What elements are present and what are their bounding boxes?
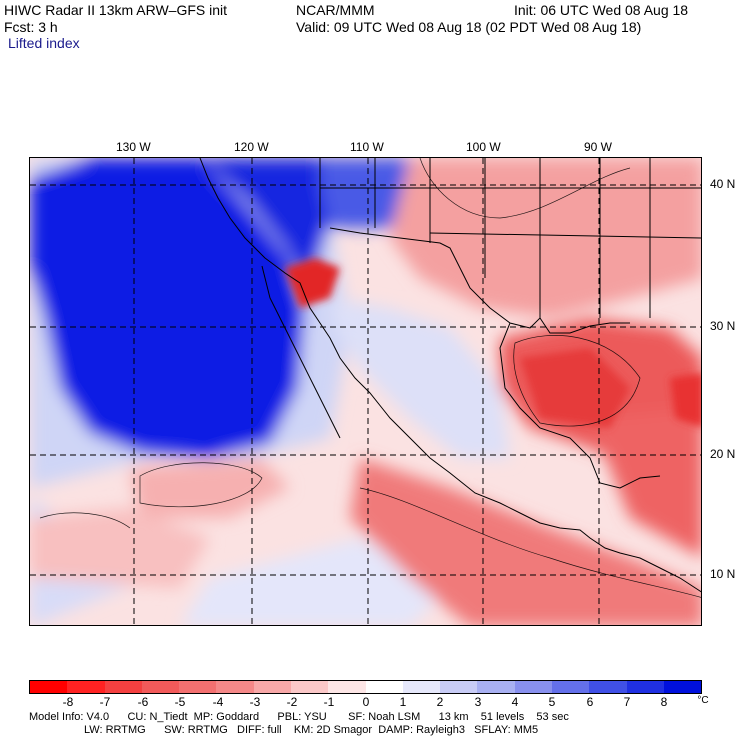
colorbar-swatch (179, 681, 217, 693)
colorbar-swatch (290, 681, 329, 693)
colorbar-swatch (67, 681, 105, 693)
colorbar-tick: 4 (511, 695, 519, 709)
lat-label-40n: 40 N (710, 177, 736, 191)
colorbar-tick: -5 (174, 695, 186, 709)
colorbar-swatch (365, 681, 403, 693)
colorbar-tick: 5 (548, 695, 556, 709)
colorbar (29, 680, 702, 694)
colorbar-swatch (402, 681, 441, 693)
colorbar-swatch (216, 681, 254, 693)
colorbar-tick: -4 (212, 695, 224, 709)
valid-time: Valid: 09 UTC Wed 08 Aug 18 (02 PDT Wed … (296, 19, 642, 35)
colorbar-tick: 2 (436, 695, 444, 709)
colorbar-unit: °C (697, 695, 709, 706)
colorbar-tick: 1 (399, 695, 407, 709)
field-name: Lifted index (8, 35, 80, 51)
colorbar-swatch (440, 681, 478, 693)
organization: NCAR/MMM (296, 2, 375, 18)
colorbar-tick: -1 (323, 695, 335, 709)
colorbar-swatch (253, 681, 291, 693)
lon-label-130w: 130 W (116, 140, 151, 154)
colorbar-tick: 7 (623, 695, 631, 709)
model-info-line1: Model Info: V4.0 CU: N_Tiedt MP: Goddard… (29, 711, 569, 723)
colorbar-swatch (141, 681, 180, 693)
model-info-line2: LW: RRTMG SW: RRTMG DIFF: full KM: 2D Sm… (29, 724, 539, 736)
model-title: HIWC Radar II 13km ARW–GFS init (4, 2, 228, 18)
colorbar-tick: 0 (362, 695, 370, 709)
lifted-index-map (29, 157, 702, 626)
lon-label-100w: 100 W (466, 140, 501, 154)
colorbar-swatch (104, 681, 142, 693)
colorbar-tick: -8 (62, 695, 74, 709)
colorbar-swatch (626, 681, 664, 693)
lat-label-30n: 30 N (710, 319, 736, 333)
colorbar-tick: 6 (586, 695, 594, 709)
lat-label-20n: 20 N (710, 447, 736, 461)
lat-label-10n: 10 N (710, 567, 736, 581)
colorbar-tick: -7 (99, 695, 111, 709)
init-time: Init: 06 UTC Wed 08 Aug 18 (514, 2, 689, 18)
colorbar-swatch (30, 681, 68, 693)
colorbar-swatch (514, 681, 552, 693)
colorbar-swatch (589, 681, 627, 693)
lon-label-120w: 120 W (234, 140, 269, 154)
colorbar-tick: -6 (137, 695, 149, 709)
lon-label-110w: 110 W (350, 140, 384, 154)
map-grid (30, 158, 701, 625)
colorbar-tick: -2 (286, 695, 298, 709)
coastlines (199, 158, 701, 593)
colorbar-tick: -3 (249, 695, 261, 709)
map-canvas (30, 158, 701, 625)
lon-label-90w: 90 W (584, 140, 613, 154)
colorbar-swatch (328, 681, 366, 693)
contour-lines (39, 158, 701, 598)
colorbar-swatch (551, 681, 590, 693)
colorbar-tick: 8 (660, 695, 668, 709)
colorbar-swatch (477, 681, 515, 693)
forecast-hour: Fcst: 3 h (4, 19, 58, 35)
colorbar-swatch (663, 681, 702, 693)
colorbar-tick: 3 (474, 695, 482, 709)
